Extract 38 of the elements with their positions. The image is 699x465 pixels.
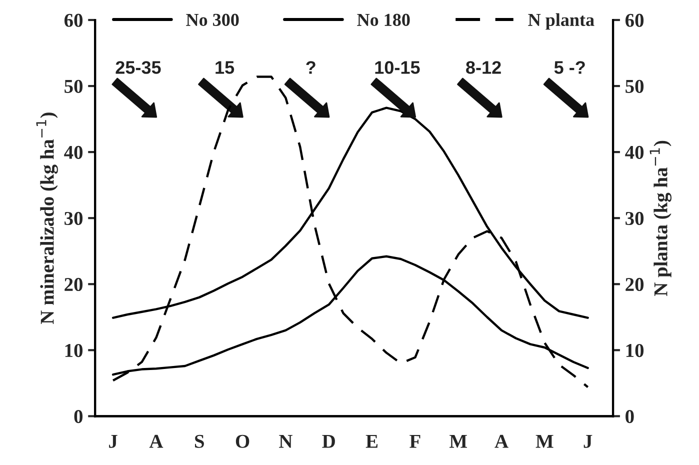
annotation: 25-35	[116, 61, 161, 74]
x-tick-label: A	[149, 434, 164, 448]
y-tick-label: 0	[74, 410, 83, 424]
y-tick-label: 40	[64, 146, 83, 159]
y-tick-label: 30	[64, 212, 83, 226]
legend-label: No 180	[357, 14, 410, 26]
y2-tick-label: 60	[625, 14, 644, 27]
y2-tick-label: 50	[626, 80, 644, 93]
legend-label: N planta	[528, 13, 594, 30]
y-tick-label: 20	[64, 278, 83, 292]
x-tick-label: F	[410, 434, 420, 448]
x-tick-label: D	[322, 434, 335, 448]
annotation: 15	[216, 61, 234, 74]
legend-label: No 300	[186, 14, 239, 26]
annotation: ?	[306, 61, 316, 74]
y2-axis-title: N planta (kg ha$^{−1}$)	[650, 140, 672, 296]
y2-tick-label: 30	[626, 212, 644, 226]
x-tick-label: J	[584, 434, 592, 448]
y-tick-label: 50	[64, 80, 83, 93]
x-tick-label: O	[236, 434, 250, 448]
x-tick-label: S	[195, 434, 204, 448]
x-tick-label: N	[279, 434, 292, 448]
x-tick-label: J	[109, 434, 118, 448]
x-tick-label: A	[494, 434, 508, 448]
x-tick-label: M	[536, 434, 554, 448]
y2-tick-label: 0	[626, 410, 634, 424]
x-tick-label: E	[366, 434, 378, 448]
annotation: 5 -?	[554, 61, 585, 74]
y2-tick-label: 40	[625, 146, 644, 159]
line-series	[112, 76, 589, 388]
y2-tick-label: 10	[626, 344, 644, 358]
y-axis-title: N mineralizado (kg ha$^{−1}$)	[36, 112, 58, 324]
y-tick-label: 60	[64, 14, 83, 27]
annotation: 8-12	[466, 61, 501, 74]
x-tick-label: M	[450, 434, 467, 448]
y2-tick-label: 20	[626, 278, 644, 292]
y-tick-label: 10	[65, 344, 83, 358]
annotation: 10-15	[375, 61, 420, 74]
